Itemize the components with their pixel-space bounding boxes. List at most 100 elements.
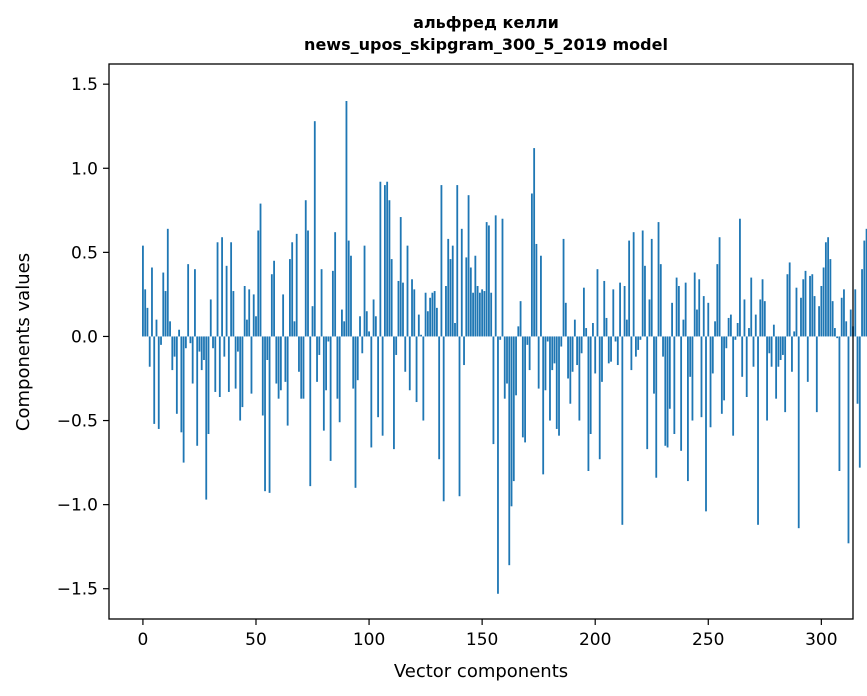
chart-title: альфред келли (413, 13, 559, 32)
bar-232 (666, 336, 669, 448)
bar-294 (806, 336, 809, 382)
bar-301 (822, 267, 825, 337)
bar-162 (508, 336, 511, 566)
bar-250 (707, 302, 710, 337)
bar-212 (621, 336, 624, 525)
bar-160 (503, 336, 506, 399)
x-tick-label: 0 (138, 630, 149, 650)
bar-210 (616, 336, 619, 366)
x-tick-label: 150 (466, 630, 498, 650)
bar-268 (748, 328, 750, 337)
bar-27 (203, 336, 205, 360)
bar-222 (644, 265, 646, 337)
bar-192 (576, 336, 579, 366)
bar-78 (318, 336, 321, 355)
bar-8 (160, 336, 162, 345)
bar-136 (449, 259, 452, 337)
bar-30 (209, 299, 212, 337)
bar-29 (207, 336, 210, 434)
bar-189 (569, 336, 572, 404)
bar-50 (255, 316, 257, 337)
bar-101 (370, 336, 373, 448)
y-tick-label: −1.0 (57, 496, 98, 516)
bar-226 (653, 336, 655, 394)
bar-199 (592, 323, 594, 337)
bar-105 (379, 181, 382, 337)
bar-252 (711, 336, 714, 374)
bar-48 (250, 336, 253, 394)
bar-223 (646, 336, 649, 450)
bar-313 (849, 309, 852, 337)
bar-12 (169, 321, 171, 337)
y-axis-label: Components values (13, 253, 34, 431)
bar-204 (603, 280, 606, 337)
bar-299 (818, 306, 820, 337)
bars-group (142, 101, 867, 594)
bar-292 (802, 279, 805, 337)
bar-253 (714, 321, 716, 337)
bar-242 (689, 336, 692, 377)
bar-255 (718, 237, 721, 337)
bar-31 (212, 336, 214, 349)
bar-64 (286, 336, 289, 426)
y-tick-label: 0.0 (71, 327, 98, 347)
bar-266 (743, 299, 746, 337)
bar-90 (345, 101, 348, 337)
bar-170 (526, 336, 529, 345)
bar-65 (289, 259, 291, 337)
bar-5 (153, 336, 156, 424)
bar-118 (408, 336, 411, 391)
bar-227 (655, 336, 658, 478)
bar-278 (770, 336, 773, 367)
y-tick-label: −1.5 (57, 580, 98, 600)
bar-93 (352, 336, 355, 389)
bar-247 (700, 336, 703, 418)
bar-37 (225, 265, 228, 337)
bar-283 (781, 336, 784, 355)
bar-256 (720, 336, 723, 414)
bar-224 (648, 299, 651, 337)
bar-89 (343, 321, 346, 337)
bar-55 (266, 336, 269, 360)
bar-149 (478, 292, 481, 337)
bar-117 (406, 245, 409, 337)
bar-201 (596, 269, 599, 337)
bar-157 (497, 336, 499, 594)
bar-135 (447, 238, 450, 337)
bar-141 (460, 228, 463, 337)
bar-72 (304, 200, 307, 337)
bar-145 (469, 267, 472, 337)
bar-127 (429, 297, 432, 337)
bar-211 (619, 282, 621, 337)
bar-186 (562, 238, 565, 337)
bar-195 (582, 287, 585, 337)
bar-178 (544, 336, 547, 391)
bar-287 (791, 336, 793, 372)
bar-43 (239, 336, 242, 421)
bar-107 (383, 185, 386, 337)
bar-132 (440, 185, 443, 337)
bar-18 (182, 336, 185, 463)
bar-277 (768, 336, 771, 354)
bar-304 (829, 259, 832, 337)
bar-288 (793, 331, 796, 337)
bar-291 (800, 297, 802, 337)
bar-124 (422, 336, 425, 421)
bar-285 (786, 274, 789, 337)
bar-60 (277, 336, 280, 399)
bar-71 (302, 336, 305, 399)
bar-282 (779, 336, 782, 360)
bar-311 (845, 321, 848, 337)
bar-207 (610, 336, 612, 362)
bar-33 (216, 242, 219, 337)
bar-86 (336, 336, 339, 399)
plot-frame (108, 63, 854, 620)
bar-83 (329, 336, 332, 461)
bar-305 (831, 301, 834, 337)
x-tick-label: 50 (245, 630, 267, 650)
bar-246 (698, 279, 701, 337)
bar-197 (587, 336, 590, 471)
bar-70 (300, 336, 303, 399)
bar-196 (585, 328, 588, 337)
